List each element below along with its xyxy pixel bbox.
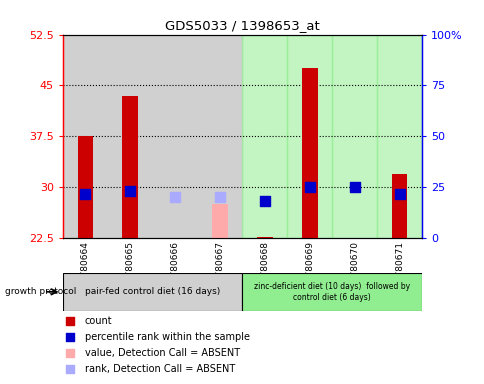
Bar [242,273,421,311]
Bar [242,35,287,238]
Text: percentile rank within the sample: percentile rank within the sample [84,332,249,342]
Bar [152,35,197,238]
Point [395,191,403,197]
Point [260,198,268,204]
Bar [122,96,138,238]
Point [66,350,74,356]
Bar [77,136,93,238]
Text: rank, Detection Call = ABSENT: rank, Detection Call = ABSENT [84,364,234,374]
Bar [257,237,272,238]
Title: GDS5033 / 1398653_at: GDS5033 / 1398653_at [165,19,319,32]
Bar [376,35,421,238]
Bar [107,35,152,238]
Point [81,191,89,197]
Point [171,194,179,200]
Point [66,334,74,340]
Bar [287,35,332,238]
Text: pair-fed control diet (16 days): pair-fed control diet (16 days) [85,287,220,296]
Text: zinc-deficient diet (10 days)  followed by
control diet (6 days): zinc-deficient diet (10 days) followed b… [254,282,409,301]
Bar [63,273,242,311]
Point [66,366,74,372]
Bar [391,174,407,238]
Bar [302,68,317,238]
Point [216,194,224,200]
Point [305,184,313,190]
Bar [332,35,376,238]
Point [66,318,74,324]
Bar [212,204,227,238]
Point [126,187,134,194]
Text: count: count [84,316,112,326]
Bar [197,35,242,238]
Text: growth protocol: growth protocol [5,287,76,296]
Text: value, Detection Call = ABSENT: value, Detection Call = ABSENT [84,348,239,358]
Point [350,184,358,190]
Bar [63,35,107,238]
